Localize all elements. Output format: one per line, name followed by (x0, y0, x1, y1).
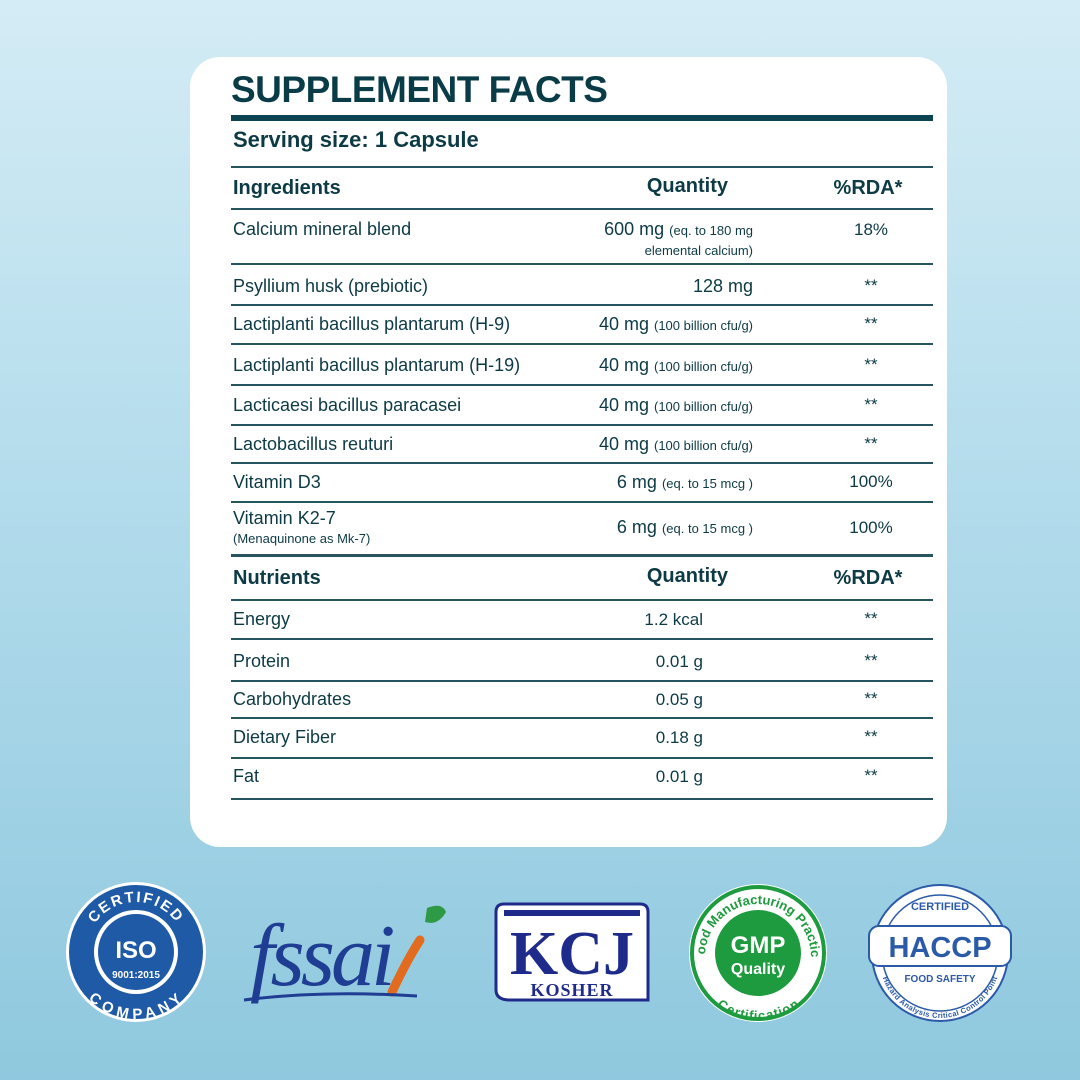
gmp-main-text: GMP (731, 932, 786, 959)
table-row: Psyllium husk (prebiotic) 128 mg ** (231, 263, 933, 306)
ingredient-rda: 100% (849, 518, 893, 537)
nutrient-qty: 0.05 g (655, 690, 703, 709)
table-row: Dietary Fiber 0.18 g ** (231, 717, 933, 759)
table-row: Lacticaesi bacillus paracasei 40 mg (100… (231, 384, 933, 426)
table-row: Lactobacillus reuturi 40 mg (100 billion… (231, 424, 933, 464)
title-divider (231, 115, 933, 121)
ingredient-qty: 40 mg (100 billion cfu/g) (598, 314, 753, 334)
nutrient-name: Protein (233, 651, 291, 671)
nutrient-rda: ** (864, 727, 878, 746)
serving-label: Serving size: (233, 127, 369, 152)
nutrient-qty: 0.18 g (655, 728, 703, 747)
ingredient-qty: 40 mg (100 billion cfu/g) (598, 355, 753, 375)
ingredient-rda: ** (864, 434, 878, 453)
ingredient-rda: ** (864, 276, 878, 295)
iso-number-text: 9001:2015 (112, 970, 160, 981)
haccp-sub-text: FOOD SAFETY (904, 974, 975, 985)
nutrient-name: Dietary Fiber (233, 727, 337, 747)
table-row: Carbohydrates 0.05 g ** (231, 680, 933, 719)
nutrient-qty: 0.01 g (655, 652, 703, 671)
iso-main-text: ISO (115, 937, 156, 964)
ingredients-header-qty: Quantity (646, 175, 728, 197)
ingredient-name: Vitamin D3 (233, 472, 321, 492)
ingredient-qty: 128 mg (692, 276, 753, 296)
ingredient-name: Vitamin K2-7 (Menaquinone as Mk-7) (233, 508, 371, 546)
ingredient-name: Lactiplanti bacillus plantarum (H-19) (233, 355, 521, 375)
ingredient-name: Calcium mineral blend (233, 219, 412, 239)
nutrient-name: Energy (233, 609, 291, 629)
nutrient-name: Fat (233, 766, 260, 786)
haccp-badge: CERTIFIED HACCP FOOD SAFETY Hazard Analy… (868, 884, 1012, 1022)
kosher-mark-text: KCJ (510, 920, 634, 988)
supplement-facts-card: SUPPLEMENT FACTS Serving size: 1 Capsule… (190, 57, 947, 847)
page-title: SUPPLEMENT FACTS (231, 69, 608, 110)
serving-size: Serving size: 1 Capsule (233, 127, 479, 153)
nutrient-qty: 1.2 kcal (644, 610, 703, 629)
ingredient-qty: 6 mg (eq. to 15 mcg ) (616, 472, 753, 492)
ingredients-header: Ingredients Quantity %RDA* (231, 166, 933, 210)
nutrient-rda: ** (864, 689, 878, 708)
iso-certified-badge: CERTIFIED COMPANY ISO 9001:2015 (66, 882, 206, 1023)
serving-value: 1 Capsule (374, 127, 479, 152)
kosher-badge: KCJ KOSHER (494, 902, 650, 1002)
ingredient-rda: ** (864, 395, 878, 414)
nutrient-rda: ** (864, 609, 878, 628)
ingredient-qty: 600 mg (eq. to 180 mg elemental calcium) (604, 219, 753, 258)
table-row: Lactiplanti bacillus plantarum (H-19) 40… (231, 343, 933, 386)
fssai-logo: fssai (243, 905, 446, 1005)
fssai-text: fssai (250, 908, 393, 1005)
ingredient-qty: 40 mg (100 billion cfu/g) (598, 434, 753, 454)
nutrients-header-name: Nutrients (233, 567, 321, 589)
table-row: Lactiplanti bacillus plantarum (H-9) 40 … (231, 304, 933, 345)
table-row: Calcium mineral blend 600 mg (eq. to 180… (231, 208, 933, 265)
ingredient-rda: ** (864, 355, 878, 374)
nutrients-header: Nutrients Quantity %RDA* (231, 557, 933, 601)
ingredient-name: Lacticaesi bacillus paracasei (233, 395, 462, 415)
nutrient-rda: ** (864, 766, 878, 785)
ingredient-name: Lactiplanti bacillus plantarum (H-9) (233, 314, 511, 334)
nutrients-header-qty: Quantity (646, 565, 728, 587)
gmp-sub-text: Quality (731, 961, 785, 978)
ingredient-qty: 40 mg (100 billion cfu/g) (598, 395, 753, 415)
kosher-text: KOSHER (530, 980, 613, 1000)
ingredient-rda: 18% (853, 220, 889, 239)
table-row: Vitamin K2-7 (Menaquinone as Mk-7) 6 mg (… (231, 501, 933, 557)
haccp-main-text: HACCP (888, 932, 991, 964)
table-row: Vitamin D3 6 mg (eq. to 15 mcg ) 100% (231, 462, 933, 503)
table-row: Fat 0.01 g ** (231, 757, 933, 800)
table-row: Energy 1.2 kcal ** (231, 599, 933, 640)
ingredient-qty: 6 mg (eq. to 15 mcg ) (616, 517, 753, 537)
ingredient-name: Lactobacillus reuturi (233, 434, 394, 454)
gmp-quality-badge: Good Manufacturing Practice Certificatio… (687, 882, 827, 1023)
ingredients-header-rda: %RDA* (833, 177, 903, 199)
ingredient-rda: 100% (849, 472, 893, 491)
nutrients-header-rda: %RDA* (833, 567, 903, 589)
nutrient-qty: 0.01 g (655, 767, 703, 786)
ingredients-header-name: Ingredients (233, 177, 341, 199)
nutrient-name: Carbohydrates (233, 689, 352, 709)
ingredient-name: Psyllium husk (prebiotic) (233, 276, 429, 296)
nutrient-rda: ** (864, 651, 878, 670)
ingredient-subname: (Menaquinone as Mk-7) (233, 531, 371, 546)
haccp-top-text: CERTIFIED (911, 901, 969, 913)
ingredient-rda: ** (864, 314, 878, 333)
table-row: Protein 0.01 g ** (231, 638, 933, 682)
